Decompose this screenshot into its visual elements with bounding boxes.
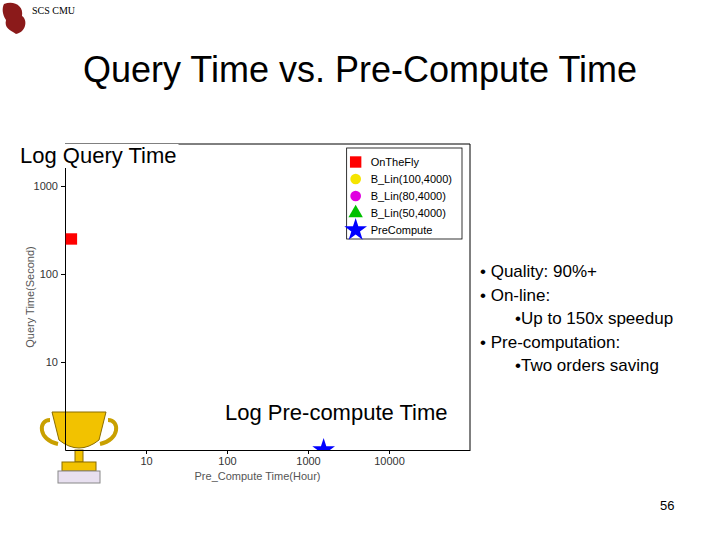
- y-axis-line: [65, 145, 66, 451]
- series: [312, 438, 335, 450]
- annotation: Log Pre-compute Time: [223, 400, 450, 425]
- y-tick: 10: [46, 356, 65, 368]
- bullet: • Pre-computation:: [480, 333, 620, 352]
- annotation-bg: [223, 401, 450, 425]
- y-tick: 1000: [34, 180, 65, 192]
- bullet: • On-line:: [480, 286, 550, 305]
- trophy-base: [62, 462, 96, 471]
- legend-marker: [350, 174, 361, 185]
- trophy-stem: [75, 450, 83, 462]
- header: SCS CMU: [32, 5, 76, 16]
- legend-marker: [350, 156, 361, 167]
- legend-box: [347, 148, 462, 239]
- trophy-plaque: [58, 471, 100, 483]
- x-tick-mark: [146, 450, 147, 454]
- legend-label: B_Lin(80,4000): [371, 190, 446, 202]
- y-tick-label: 1000: [34, 180, 58, 192]
- x-axis: 10 100 1000 10000: [66, 450, 471, 467]
- legend-marker: [344, 218, 367, 240]
- trophy-cup: [52, 412, 106, 448]
- x-tick-mark: [227, 450, 228, 454]
- legend-marker: [348, 205, 362, 217]
- x-tick-label: 100: [218, 455, 236, 467]
- x-tick-mark: [389, 450, 390, 454]
- background: [0, 0, 720, 540]
- page-number: 56: [660, 498, 674, 513]
- annotation-text: Log Pre-compute Time: [225, 400, 448, 425]
- point: [312, 438, 335, 450]
- x-axis-line: [66, 450, 471, 451]
- annotation-bg: [18, 144, 179, 168]
- legend-marker: [350, 191, 361, 202]
- legend-label: B_Lin(100,4000): [371, 173, 452, 185]
- y-tick-mark: [61, 362, 65, 363]
- bullet: • Quality: 90%+: [480, 262, 597, 281]
- legend-label: OnTheFly: [371, 156, 420, 168]
- trophy: [42, 412, 116, 483]
- slide: SCS CMU Query Time vs. Pre-Compute Time 10…: [0, 0, 720, 540]
- y-axis-title: Query Time(Second): [24, 246, 36, 347]
- x-tick: 10000: [374, 450, 405, 467]
- annotation-text: Log Query Time: [20, 143, 177, 168]
- legend: OnTheFly B_Lin(100,4000) B_Lin(80,4000) B_L…: [344, 148, 462, 240]
- x-tick: 100: [218, 450, 236, 467]
- x-tick: 10: [140, 450, 152, 467]
- y-tick-label: 10: [46, 356, 58, 368]
- legend-label: B_Lin(50,4000): [371, 207, 446, 219]
- annotation: Log Query Time: [18, 143, 179, 168]
- x-tick-label: 10: [140, 455, 152, 467]
- x-tick: 1000: [296, 450, 320, 467]
- point: [66, 233, 77, 244]
- y-tick-mark: [61, 186, 65, 187]
- x-axis-title: Pre_Compute Time(Hour): [195, 470, 321, 482]
- logo: [3, 3, 26, 34]
- plot-frame: [470, 144, 471, 450]
- bullet: •Up to 150x speedup: [515, 309, 673, 328]
- x-tick-label: 1000: [296, 455, 320, 467]
- x-tick-mark: [308, 450, 309, 454]
- legend-label: PreCompute: [371, 224, 433, 236]
- y-tick: 100: [40, 268, 65, 280]
- title: Query Time vs. Pre-Compute Time: [83, 49, 637, 90]
- bullet: •Two orders saving: [515, 356, 659, 375]
- y-tick-mark: [61, 274, 65, 275]
- y-tick-label: 100: [40, 268, 58, 280]
- x-tick-label: 10000: [374, 455, 405, 467]
- series: [66, 233, 77, 244]
- y-axis: 10 100 1000: [34, 145, 66, 451]
